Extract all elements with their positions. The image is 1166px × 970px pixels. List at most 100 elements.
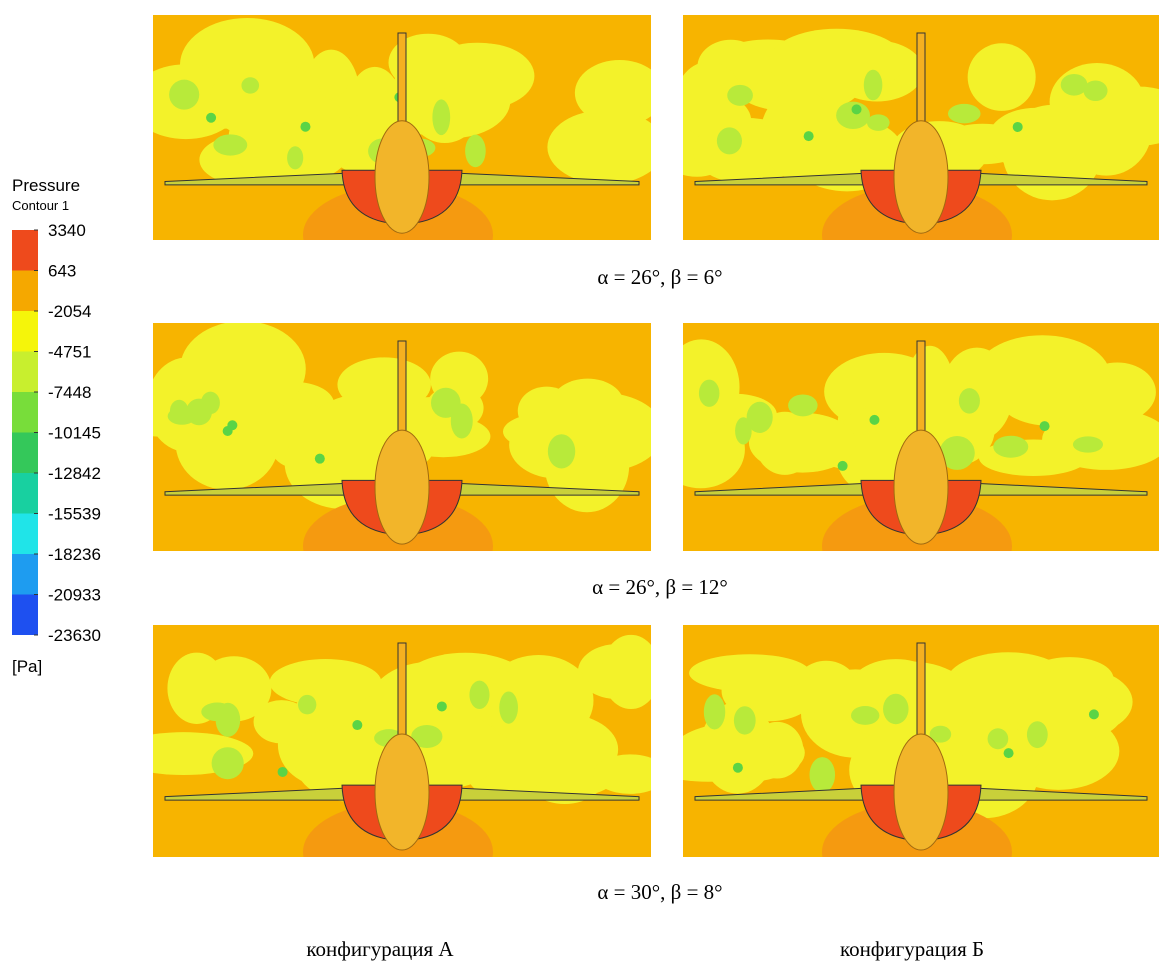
fuselage (375, 734, 429, 850)
low-pressure-zone (760, 90, 837, 180)
legend-subtitle: Contour 1 (12, 198, 69, 213)
colorbar-label: -18236 (48, 545, 101, 564)
low-pressure-zone (1068, 104, 1123, 162)
vortex-core (838, 461, 848, 471)
colorbar-label: -7448 (48, 383, 91, 402)
colorbar-label: -2054 (48, 302, 91, 321)
vortex (988, 728, 1009, 749)
vortex (699, 380, 720, 407)
low-pressure-zone (484, 655, 594, 746)
caption: α = 26°, β = 6° (597, 265, 722, 289)
colorbar-band (12, 433, 38, 474)
contour-panel (130, 15, 665, 285)
vortex-core (278, 767, 288, 777)
vortex (993, 436, 1028, 458)
colorbar-band (12, 554, 38, 595)
vortex-core (206, 113, 216, 123)
low-pressure-zone (1045, 360, 1107, 397)
colorbar-band (12, 352, 38, 393)
legend-title: Pressure (12, 176, 80, 195)
fuselage (375, 430, 429, 544)
contour-panel (117, 321, 663, 596)
contour-panel (114, 625, 667, 902)
vortex (948, 104, 981, 124)
vortex (241, 77, 259, 93)
vortex (867, 114, 890, 131)
contour-field (117, 321, 663, 596)
vortex (298, 695, 316, 715)
vortex-core (852, 104, 862, 114)
fuselage (375, 121, 429, 234)
vortex (864, 70, 883, 101)
colorbar-label: -23630 (48, 626, 101, 645)
low-pressure-zone (593, 754, 667, 793)
contour-panel (635, 323, 1166, 596)
contour-field (130, 15, 665, 285)
vortex (883, 694, 909, 725)
colorbar-band (12, 271, 38, 312)
colorbar-label: 3340 (48, 221, 86, 240)
vortex (959, 388, 980, 413)
contour-field (114, 625, 667, 902)
contour-field (652, 15, 1166, 285)
colorbar-band (12, 230, 38, 271)
contour-panel (640, 625, 1159, 902)
vortex (469, 681, 489, 709)
vortex (836, 102, 870, 129)
vortex (747, 402, 773, 433)
fuselage (894, 430, 948, 544)
contour-field (635, 323, 1166, 596)
vortex (216, 703, 241, 737)
vortex-core (1013, 122, 1023, 132)
colorbar-band (12, 473, 38, 514)
colorbar-label: -20933 (48, 586, 101, 605)
caption: α = 30°, β = 8° (597, 880, 722, 904)
contour-field (640, 625, 1159, 902)
vortex (717, 127, 742, 154)
vortex (431, 388, 461, 418)
vortex-core (869, 415, 879, 425)
vortex (170, 400, 188, 423)
colorbar-band (12, 392, 38, 433)
column-label: конфигурация Б (840, 937, 984, 961)
vortex (465, 135, 486, 168)
low-pressure-zone (547, 110, 664, 184)
vortex (213, 134, 247, 155)
colorbar-label: -12842 (48, 464, 101, 483)
colorbar-band (12, 514, 38, 555)
contour-panel (652, 15, 1166, 285)
vortex-core (804, 131, 814, 141)
fuselage (894, 121, 948, 234)
colorbar-label: 643 (48, 262, 76, 281)
colorbar-label: -10145 (48, 424, 101, 443)
vortex (1061, 74, 1088, 96)
vortex (704, 694, 725, 729)
vortex (1073, 436, 1103, 452)
vortex (499, 691, 518, 723)
vortex (734, 706, 756, 734)
vortex-core (300, 122, 310, 132)
low-pressure-zone (640, 735, 778, 782)
fuselage (894, 734, 948, 850)
low-pressure-zone (602, 635, 661, 709)
vortex (810, 757, 836, 793)
vortex-core (733, 763, 743, 773)
vortex-core (1040, 421, 1050, 431)
vortex-core (437, 701, 447, 711)
vortex-core (223, 426, 233, 436)
vortex (432, 99, 450, 135)
colorbar-band (12, 311, 38, 352)
vortex-core (1004, 748, 1014, 758)
vortex (212, 747, 244, 779)
colorbar-label: -4751 (48, 343, 91, 362)
low-pressure-zone (968, 43, 1036, 111)
figure: Pressure Contour 1 [Pa] α = 26°, β = 6° … (0, 0, 1166, 970)
vortex (727, 85, 753, 106)
low-pressure-zone (988, 108, 1083, 171)
vortex-core (315, 454, 325, 464)
low-pressure-zone (768, 29, 904, 96)
caption: α = 26°, β = 12° (592, 575, 728, 599)
colorbar-band (12, 595, 38, 636)
low-pressure-zone (689, 654, 810, 691)
vortex (287, 146, 303, 169)
